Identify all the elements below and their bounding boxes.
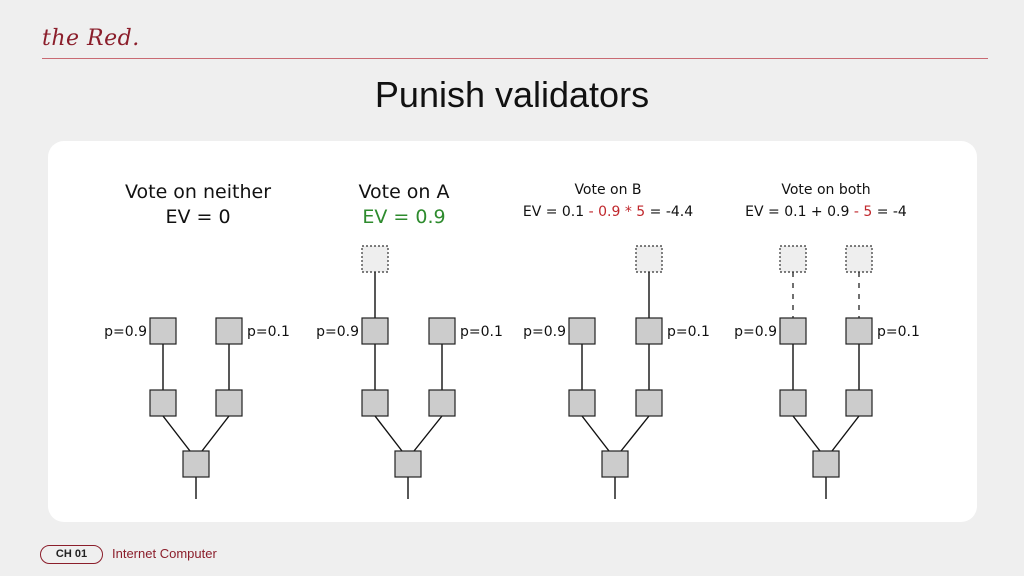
chain-block [361, 317, 389, 345]
brand-logo: the Red. [42, 26, 140, 51]
ev-part: = -4.4 [645, 204, 693, 220]
root-block [812, 450, 840, 478]
chapter-name: Internet Computer [112, 546, 217, 561]
ev-part: EV = 0.1 + 0.9 [745, 204, 854, 220]
ev-part: = -4 [872, 204, 907, 220]
vote-block [779, 245, 807, 273]
ev-part: - 0.9 * 5 [589, 204, 646, 220]
chain-block [428, 389, 456, 417]
fork-edge [413, 415, 443, 452]
fork-edge [792, 415, 821, 452]
chain-block [149, 317, 177, 345]
fork-edge [620, 415, 650, 452]
left-probability: p=0.9 [104, 324, 147, 340]
fork-edge [581, 415, 610, 452]
right-probability: p=0.1 [667, 324, 710, 340]
panel-heading: Vote on A [358, 181, 449, 203]
chain-block [635, 317, 663, 345]
panel-heading: Vote on neither [125, 181, 271, 203]
chapter-badge: CH 01 [40, 545, 103, 564]
chain-block [845, 389, 873, 417]
root-block [601, 450, 629, 478]
chain-block [428, 317, 456, 345]
header-divider [42, 58, 988, 59]
chain-block [215, 389, 243, 417]
fork-edge [162, 415, 191, 452]
chain-block [361, 389, 389, 417]
panel-ev: EV = 0 [165, 206, 230, 228]
panel-ev: EV = 0.1 + 0.9 - 5 = -4 [745, 204, 907, 220]
panel-both: Vote on both EV = 0.1 + 0.9 - 5 = -4 p=0.9… [734, 182, 920, 499]
page-title: Punish validators [374, 74, 650, 115]
panel-ev: EV = 0.9 [362, 206, 445, 228]
chain-block [635, 389, 663, 417]
diagram-card: Vote on neither EV = 0 p=0.9 p=0.1 Vote on A… [48, 141, 977, 522]
chain-block [215, 317, 243, 345]
vote-block [635, 245, 663, 273]
root-block [182, 450, 210, 478]
fork-edge [831, 415, 860, 452]
chain-block [568, 317, 596, 345]
right-probability: p=0.1 [460, 324, 503, 340]
ev-part: - 5 [854, 204, 872, 220]
vote-block [361, 245, 389, 273]
ev-part: EV = 0.1 [523, 204, 589, 220]
panel-vote-b: Vote on B EV = 0.1 - 0.9 * 5 = -4.4 p=0.9 p… [523, 182, 710, 499]
root-block [394, 450, 422, 478]
left-probability: p=0.9 [523, 324, 566, 340]
right-probability: p=0.1 [877, 324, 920, 340]
chain-block [149, 389, 177, 417]
ev-part: EV = 0 [165, 206, 230, 228]
chain-block [845, 317, 873, 345]
fork-edge [201, 415, 230, 452]
panel-heading: Vote on B [574, 182, 641, 198]
panel-neither: Vote on neither EV = 0 p=0.9 p=0.1 [104, 181, 290, 499]
chain-block [779, 389, 807, 417]
chain-block [568, 389, 596, 417]
fork-edge [374, 415, 403, 452]
panel-vote-a: Vote on A EV = 0.9 p=0.9 p=0.1 [316, 181, 503, 499]
left-probability: p=0.9 [734, 324, 777, 340]
panel-heading: Vote on both [781, 182, 870, 198]
right-probability: p=0.1 [247, 324, 290, 340]
chain-block [779, 317, 807, 345]
ev-part: EV = 0.9 [362, 206, 445, 228]
panel-ev: EV = 0.1 - 0.9 * 5 = -4.4 [523, 204, 693, 220]
left-probability: p=0.9 [316, 324, 359, 340]
vote-block [845, 245, 873, 273]
